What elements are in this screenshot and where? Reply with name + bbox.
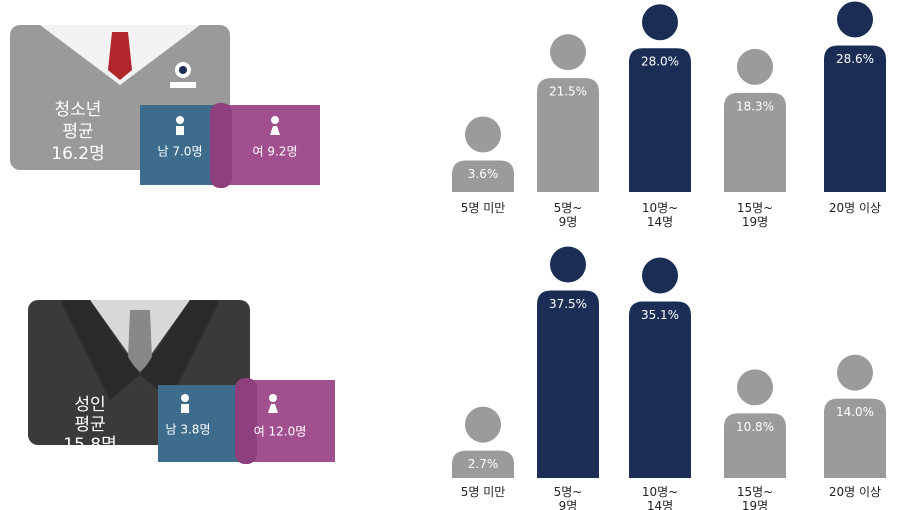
category-label: 5명~9명 [554,201,583,229]
person-bar [629,258,691,478]
average-text: 평균 [74,415,105,435]
bar-body [629,302,691,478]
bar-head [465,407,501,443]
value-label: 14.0% [836,405,874,419]
bar-head [737,49,773,85]
male-label: 남 7.0명 [158,145,203,159]
average-text: 성인 [74,395,105,415]
value-label: 21.5% [549,85,587,99]
value-label: 10.8% [736,420,774,434]
average-text: 청소년 [55,100,102,120]
value-label: 3.6% [468,167,499,181]
average-text: 평균 [62,122,93,142]
value-label: 37.5% [549,297,587,311]
bar-head [642,258,678,294]
category-label: 5명 미만 [461,201,506,215]
average-text: 15.8명 [63,435,117,455]
value-label: 18.3% [736,99,774,113]
bar-head [465,116,501,152]
category-label: 15명~19명 [737,485,773,510]
value-label: 35.1% [641,308,679,322]
bar-head [737,369,773,405]
bar-body [537,291,599,479]
category-label: 20명 이상 [829,485,881,499]
person-bar [724,49,786,192]
female-label: 여 12.0명 [254,425,307,439]
bar-body [629,48,691,192]
person-bar [824,1,886,192]
category-label: 5명 미만 [461,485,506,499]
value-label: 28.6% [836,52,874,66]
infographic: 청소년평균16.2명남 7.0명여 9.2명3.6%5명 미만21.5%5명~9… [0,0,897,510]
category-label: 10명~14명 [642,201,678,229]
category-label: 20명 이상 [829,201,881,215]
person-bar [537,247,599,479]
value-label: 2.7% [468,457,499,471]
category-label: 5명~9명 [554,485,583,510]
female-label: 여 9.2명 [253,145,298,159]
bar-head [837,1,873,37]
bar-head [550,34,586,70]
bar-head [837,355,873,391]
category-label: 10명~14명 [642,485,678,510]
bar-head [550,247,586,283]
person-bar [537,34,599,192]
average-text: 16.2명 [51,144,105,164]
bar-head [642,4,678,40]
bar-body [824,45,886,192]
value-label: 28.0% [641,55,679,69]
person-bar [629,4,691,192]
category-label: 15명~19명 [737,201,773,229]
male-label: 남 3.8명 [166,423,211,437]
